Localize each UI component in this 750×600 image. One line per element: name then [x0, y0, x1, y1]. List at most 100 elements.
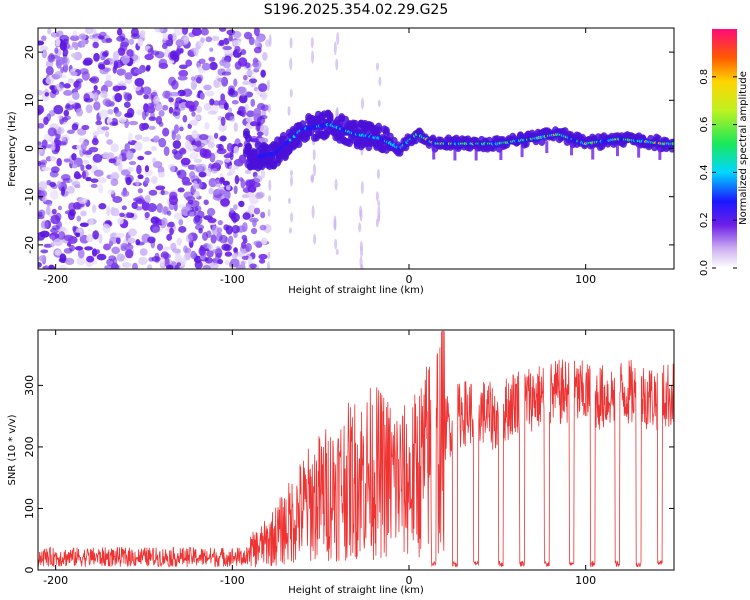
heatmap-streak — [311, 173, 315, 183]
heatmap-noise-cell — [49, 235, 56, 240]
heatmap-noise-cell — [177, 187, 185, 193]
heatmap-noise-cell — [50, 155, 57, 162]
heatmap-noise-cell — [241, 194, 250, 199]
heatmap-noise-cell — [247, 204, 256, 215]
snr-y-tick-label: 0 — [23, 567, 36, 574]
heatmap-streak — [375, 218, 379, 228]
heatmap-noise-cell — [113, 59, 119, 70]
heatmap-noise-cell — [41, 49, 48, 59]
heatmap-noise-cell — [195, 140, 202, 147]
heatmap-noise-cell — [85, 176, 92, 182]
heatmap-noise-cell — [65, 103, 71, 109]
ridge-cell — [295, 140, 303, 149]
heatmap-noise-cell — [67, 78, 74, 84]
heatmap-noise-cell — [241, 255, 250, 260]
heatmap-noise-cell — [147, 203, 157, 213]
heatmap-noise-cell — [110, 143, 119, 153]
heatmap-noise-cell — [183, 36, 189, 44]
heatmap-noise-cell — [118, 116, 127, 123]
spectrogram-x-tick-label: -200 — [43, 273, 68, 286]
heatmap-streak — [289, 88, 293, 98]
heatmap-noise-cell — [213, 132, 219, 139]
heatmap-streak — [290, 212, 294, 223]
heatmap-noise-cell — [206, 230, 212, 238]
heatmap-noise-cell — [71, 153, 77, 161]
heatmap-noise-cell — [169, 195, 179, 206]
heatmap-noise-cell — [205, 167, 212, 177]
heatmap-noise-cell — [161, 217, 168, 227]
heatmap-noise-cell — [59, 253, 67, 263]
heatmap-noise-cell — [231, 225, 240, 234]
heatmap-noise-cell — [206, 243, 213, 250]
heatmap-noise-cell — [150, 176, 158, 185]
heatmap-noise-cell — [228, 90, 239, 98]
heatmap-noise-cell — [118, 85, 127, 91]
heatmap-noise-cell — [173, 106, 181, 116]
heatmap-noise-cell — [57, 231, 66, 240]
heatmap-noise-cell — [195, 105, 203, 113]
heatmap-noise-cell — [259, 137, 269, 144]
heatmap-noise-cell — [260, 237, 268, 245]
snr-axes: -200 -100 0 100 0 100 200 300 — [23, 330, 674, 587]
heatmap-streak — [333, 219, 337, 231]
heatmap-noise-cell — [181, 28, 189, 35]
heatmap-noise-cell — [69, 244, 76, 252]
heatmap-noise-cell — [253, 28, 260, 37]
heatmap-noise-cell — [218, 28, 227, 32]
heatmap-noise-cell — [77, 197, 88, 205]
snr-panel: -200 -100 0 100 0 100 200 300 Height of straigh… — [7, 329, 675, 596]
heatmap-noise-cell — [168, 106, 174, 114]
heatmap-noise-cell — [38, 211, 43, 218]
heatmap-noise-cell — [209, 61, 218, 71]
heatmap-noise-cell — [144, 165, 150, 173]
heatmap-noise-cell — [45, 76, 55, 85]
heatmap-noise-cell — [126, 49, 134, 57]
heatmap-noise-cell — [117, 217, 124, 225]
heatmap-noise-cell — [147, 105, 156, 114]
heatmap-noise-cell — [208, 177, 218, 188]
heatmap-noise-cell — [127, 132, 133, 143]
colorbar-tick-label: 0.2 — [699, 212, 710, 228]
heatmap-noise-cell — [57, 265, 67, 269]
heatmap-noise-cell — [144, 177, 150, 185]
ridge-tail — [570, 143, 574, 156]
heatmap-noise-cell — [253, 46, 262, 54]
heatmap-noise-cell — [231, 99, 239, 105]
heatmap-noise-cell — [102, 67, 111, 72]
heatmap-noise-cell — [244, 169, 252, 175]
ridge-cell — [326, 115, 334, 124]
heatmap-noise-cell — [212, 100, 220, 106]
heatmap-noise-cell — [39, 230, 50, 238]
spectrogram-y-tick-label: 20 — [23, 45, 36, 59]
spectrogram-y-tick-label: -10 — [23, 188, 36, 206]
heatmap-noise-cell — [207, 217, 217, 224]
heatmap-noise-cell — [216, 227, 223, 234]
heatmap-noise-cell — [64, 257, 75, 266]
heatmap-noise-cell — [161, 104, 169, 111]
heatmap-streak — [312, 163, 316, 177]
spectrogram-y-tick-label: 0 — [23, 145, 36, 152]
heatmap-noise-cell — [109, 232, 118, 240]
heatmap-noise-cell — [228, 235, 234, 245]
heatmap-noise-cell — [158, 137, 167, 148]
heatmap-noise-cell — [133, 68, 144, 74]
heatmap-noise-cell — [189, 144, 198, 150]
heatmap-noise-cell — [233, 247, 238, 253]
heatmap-noise-cell — [106, 206, 111, 217]
heatmap-noise-cell — [168, 51, 178, 61]
heatmap-noise-cell — [162, 127, 170, 137]
heatmap-noise-cell — [59, 41, 67, 51]
heatmap-noise-cell — [231, 253, 238, 259]
heatmap-noise-cell — [207, 136, 214, 142]
heatmap-noise-cell — [92, 230, 100, 240]
ridge-tail — [499, 148, 503, 161]
heatmap-noise-cell — [45, 205, 51, 216]
spectrogram-heatmap — [38, 28, 674, 269]
ridge-tail — [545, 141, 549, 154]
heatmap-noise-cell — [38, 123, 45, 129]
heatmap-noise-cell — [120, 190, 130, 197]
heatmap-noise-cell — [148, 116, 157, 122]
heatmap-noise-cell — [121, 205, 127, 211]
heatmap-noise-cell — [113, 173, 120, 180]
